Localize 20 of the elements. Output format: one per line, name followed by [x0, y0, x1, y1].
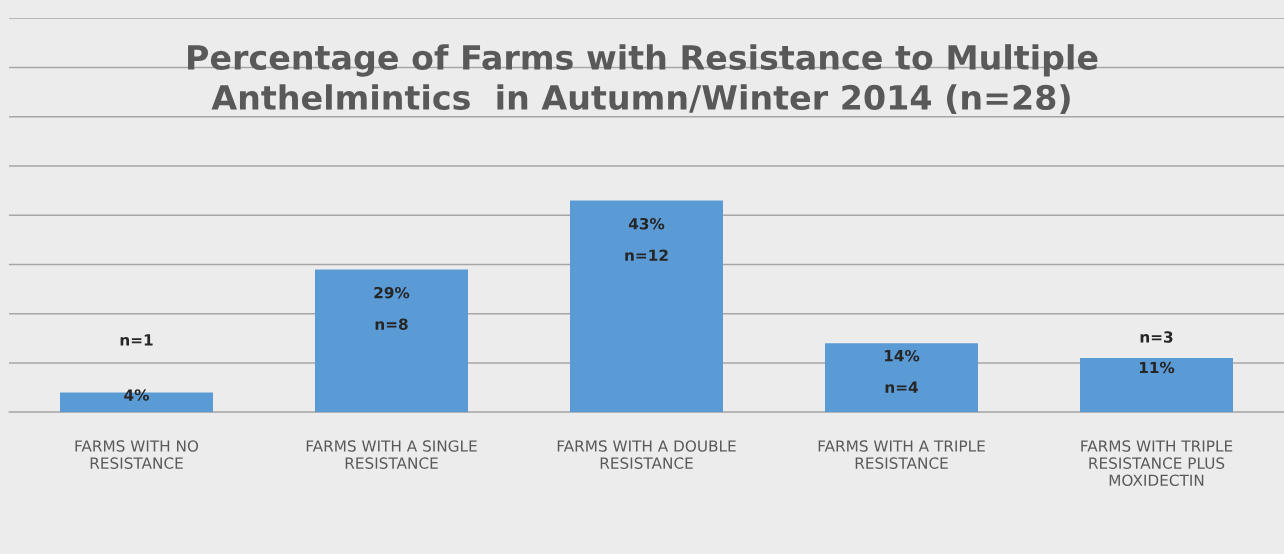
data-label: 29%	[374, 286, 410, 299]
annotation: n=3	[1140, 331, 1173, 343]
x-tick-label: FARMS WITH NO RESISTANCE	[75, 440, 199, 469]
annotation: n=4	[885, 381, 918, 393]
data-label: 4%	[124, 389, 149, 401]
annotation: n=12	[625, 249, 668, 261]
bar	[1080, 358, 1233, 413]
x-tick-label: FARMS WITH TRIPLE RESISTANCE PLUS MOXIDECTIN	[1081, 440, 1233, 486]
annotation: n=1	[120, 334, 153, 346]
data-label: 11%	[1139, 361, 1175, 374]
data-label: 43%	[628, 217, 665, 230]
data-label: 14%	[884, 349, 920, 362]
x-tick-label: FARMS WITH A SINGLE RESISTANCE	[306, 440, 477, 469]
annotation: n=8	[375, 318, 408, 330]
text: Percentage of Farms with Resistance to Multiple Anthelmintics in Autumn/Winter 2014 (n=28)	[188, 44, 1098, 114]
x-tick-label: FARMS WITH A DOUBLE RESISTANCE	[557, 440, 736, 469]
bar	[569, 200, 723, 413]
bar	[314, 269, 468, 413]
x-tick-label: FARMS WITH A TRIPLE RESISTANCE	[818, 440, 985, 469]
bar	[825, 343, 978, 413]
